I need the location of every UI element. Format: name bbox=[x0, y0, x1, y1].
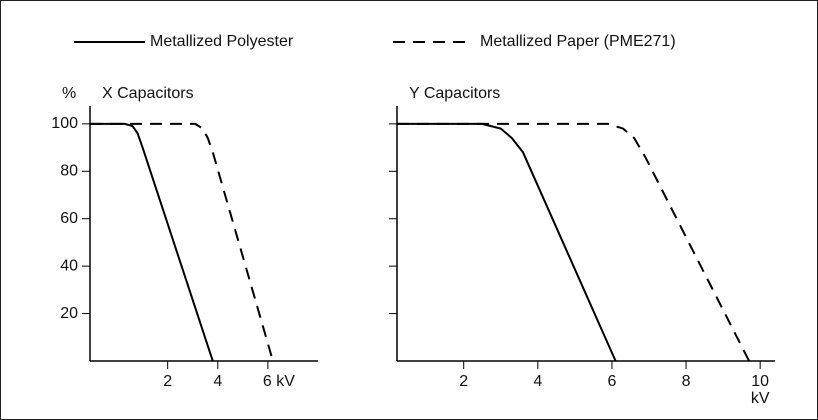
y-tick-label: 80 bbox=[60, 163, 78, 180]
legend-label: Metallized Polyester bbox=[150, 33, 294, 50]
x-tick-label: 2 bbox=[163, 373, 172, 390]
legend-label: Metallized Paper (PME271) bbox=[480, 33, 676, 50]
y-tick-label: 40 bbox=[60, 257, 78, 274]
x-tick-label: 10 bbox=[751, 373, 769, 390]
y-tick-label: 100 bbox=[51, 115, 78, 132]
y-axis-label: % bbox=[62, 85, 76, 102]
x-tick-label: 2 bbox=[459, 373, 468, 390]
series-line bbox=[90, 122, 274, 362]
y-tick-label: 20 bbox=[60, 305, 78, 322]
x-axis-label: kV bbox=[751, 390, 770, 407]
panel-title: Y Capacitors bbox=[409, 85, 500, 102]
x-tick-label: 8 bbox=[682, 373, 691, 390]
y-tick-label: 60 bbox=[60, 210, 78, 227]
x-tick-label: 4 bbox=[533, 373, 542, 390]
series-line bbox=[397, 122, 750, 362]
x-tick-label: 6 kV bbox=[263, 373, 295, 390]
panel-title: X Capacitors bbox=[102, 85, 194, 102]
x-tick-label: 4 bbox=[213, 373, 222, 390]
x-tick-label: 6 bbox=[607, 373, 616, 390]
